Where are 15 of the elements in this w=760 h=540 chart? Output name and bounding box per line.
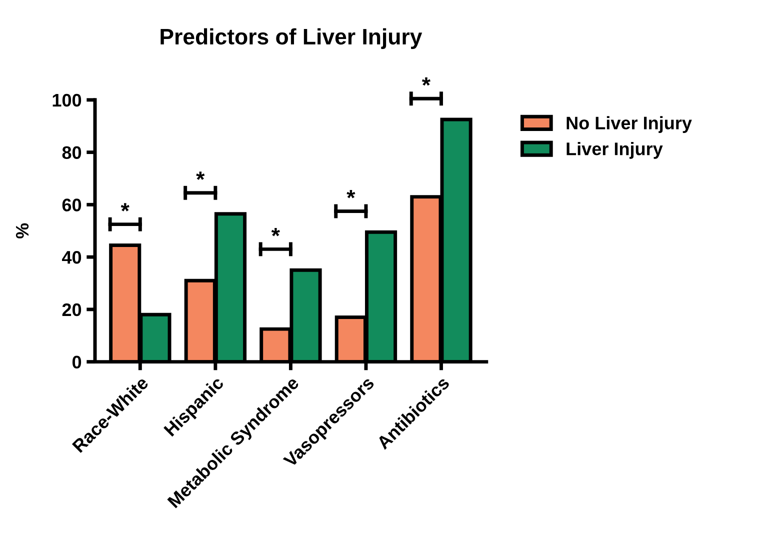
y-tick-label: 60	[62, 198, 82, 212]
text: *	[422, 77, 430, 86]
annotation: *	[346, 190, 356, 198]
y-tick-label: 100	[52, 94, 82, 107]
y-tick-label: 0	[72, 356, 82, 369]
annotation: *	[196, 172, 205, 180]
legend-label: Liver Injury	[566, 142, 663, 159]
y-axis-title: %	[16, 223, 29, 238]
y-tick-label: 20	[62, 303, 82, 316]
annotation: *	[271, 228, 280, 236]
annotation: *	[120, 203, 130, 212]
legend-label: No Liver Injury	[566, 116, 692, 133]
y-tick-label: 40	[62, 250, 82, 264]
y-tick-label: 80	[62, 146, 82, 159]
chart-title: Predictors of Liver Injury	[160, 28, 422, 49]
